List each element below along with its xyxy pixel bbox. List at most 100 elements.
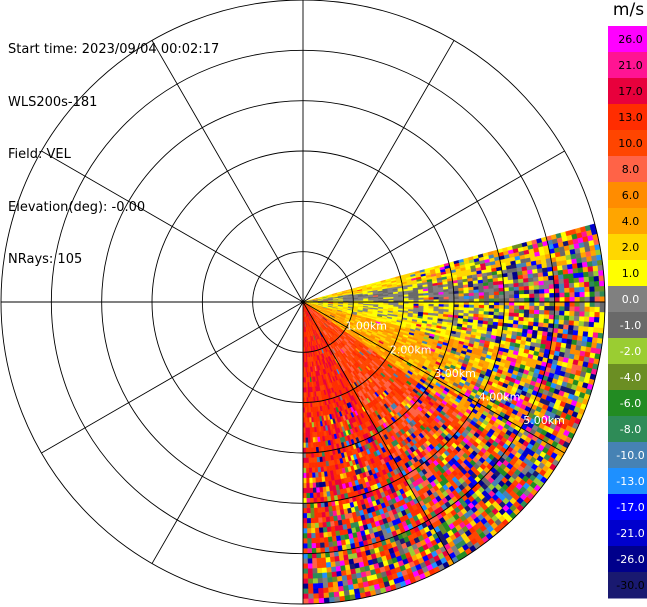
velocity-gate xyxy=(594,306,601,313)
velocity-gate xyxy=(512,275,519,281)
velocity-gate xyxy=(483,292,490,296)
velocity-gate xyxy=(478,285,485,290)
velocity-gate xyxy=(484,301,490,306)
velocity-gate xyxy=(585,251,592,258)
velocity-gate xyxy=(543,275,549,282)
velocity-gate xyxy=(513,312,520,318)
velocity-gate xyxy=(558,324,564,330)
velocity-gate xyxy=(583,276,590,283)
velocity-gate xyxy=(589,296,596,303)
velocity-gate xyxy=(497,280,504,286)
velocity-gate xyxy=(561,264,569,271)
velocity-gate xyxy=(548,275,554,281)
velocity-gate xyxy=(453,304,460,308)
velocity-gate xyxy=(488,285,495,290)
velocity-gate xyxy=(463,304,470,309)
velocity-gate xyxy=(508,308,515,314)
velocity-gate xyxy=(509,298,515,303)
velocity-gate xyxy=(591,255,598,262)
velocity-gate xyxy=(528,317,535,323)
velocity-gate xyxy=(548,284,555,290)
velocity-gate xyxy=(569,311,575,317)
velocity-gate xyxy=(494,305,500,310)
velocity-gate xyxy=(548,279,555,286)
velocity-gate xyxy=(538,284,545,290)
velocity-gate xyxy=(574,287,580,293)
velocity-gate xyxy=(517,278,524,284)
velocity-gate xyxy=(568,273,575,279)
velocity-gate xyxy=(503,312,510,317)
velocity-gate xyxy=(428,292,434,296)
velocity-gate xyxy=(523,313,530,319)
velocity-gate xyxy=(524,305,530,311)
velocity-gate xyxy=(514,305,520,310)
velocity-gate xyxy=(573,277,580,284)
velocity-gate xyxy=(504,298,510,303)
velocity-gate xyxy=(578,277,585,283)
velocity-gate xyxy=(543,314,550,320)
velocity-gate xyxy=(558,274,564,280)
velocity-gate xyxy=(514,294,520,299)
velocity-gate xyxy=(458,304,465,308)
velocity-gate xyxy=(558,283,565,289)
velocity-gate xyxy=(488,291,495,296)
velocity-gate xyxy=(571,334,579,341)
velocity-gate xyxy=(509,301,515,306)
velocity-gate xyxy=(591,260,599,267)
velocity-gate xyxy=(581,336,589,343)
velocity-gate xyxy=(578,321,585,327)
velocity-gate xyxy=(508,287,515,292)
velocity-gate xyxy=(549,301,555,307)
velocity-gate xyxy=(543,322,549,329)
velocity-gate xyxy=(579,311,585,318)
velocity-gate xyxy=(482,282,489,287)
velocity-gate xyxy=(504,301,510,306)
velocity-gate xyxy=(523,317,530,322)
velocity-gate xyxy=(588,276,595,283)
velocity-gate xyxy=(537,272,544,278)
velocity-gate xyxy=(478,304,485,309)
velocity-gate xyxy=(574,311,580,317)
velocity-gate xyxy=(587,331,594,338)
velocity-gate xyxy=(563,315,570,321)
velocity-gate xyxy=(508,290,515,296)
velocity-gate xyxy=(590,250,597,257)
velocity-gate xyxy=(478,298,485,303)
velocity-gate xyxy=(468,292,475,297)
velocity-gate xyxy=(559,288,565,294)
velocity-gate xyxy=(519,305,525,310)
velocity-gate xyxy=(523,289,530,295)
velocity-gate xyxy=(438,296,445,300)
velocity-gate xyxy=(559,292,565,298)
velocity-gate xyxy=(582,331,589,338)
velocity-gate xyxy=(549,292,555,298)
velocity-gate xyxy=(503,283,510,289)
velocity-gate xyxy=(567,329,574,336)
velocity-gate xyxy=(533,289,540,295)
velocity-gate xyxy=(473,295,480,300)
velocity-gate xyxy=(553,323,559,330)
velocity-gate xyxy=(533,321,539,327)
velocity-gate xyxy=(529,297,535,303)
velocity-gate xyxy=(578,325,585,332)
velocity-gate xyxy=(478,292,485,297)
velocity-gate xyxy=(559,310,565,316)
velocity-gate xyxy=(488,295,495,299)
velocity-gate xyxy=(433,304,440,307)
velocity-gate xyxy=(594,296,601,303)
velocity-gate xyxy=(468,304,475,309)
velocity-gate xyxy=(493,308,500,313)
velocity-gate xyxy=(534,297,540,303)
velocity-gate xyxy=(567,268,574,275)
velocity-gate xyxy=(566,259,573,266)
velocity-gate xyxy=(433,294,440,298)
velocity-gate xyxy=(492,281,499,286)
velocity-gate xyxy=(483,304,490,309)
velocity-gate xyxy=(483,308,490,312)
velocity-gate xyxy=(564,301,571,307)
velocity-gate xyxy=(559,297,565,303)
velocity-gate xyxy=(528,309,535,315)
velocity-gate xyxy=(544,305,550,311)
velocity-gate xyxy=(493,291,500,296)
velocity-gate xyxy=(557,269,564,276)
